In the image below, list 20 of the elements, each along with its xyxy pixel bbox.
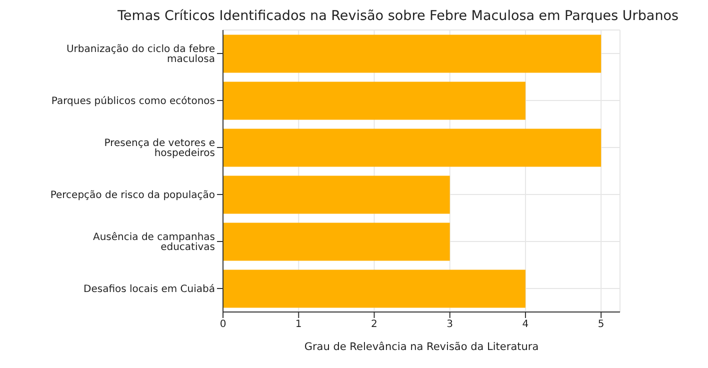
- x-tick-label: 1: [295, 319, 302, 330]
- bar: [223, 176, 450, 214]
- y-tick-label: Desafios locais em Cuiabá: [84, 284, 215, 296]
- x-tick-label: 0: [220, 319, 226, 330]
- y-tick-label: Ausência de campanhas educativas: [93, 232, 215, 254]
- bar: [223, 34, 602, 73]
- y-tick-label: Percepção de risco da população: [50, 190, 215, 202]
- bar: [223, 222, 450, 261]
- x-tick-label: 3: [446, 319, 454, 330]
- bar: [223, 128, 602, 167]
- x-tick-label: 2: [371, 319, 378, 330]
- chart-title: Temas Críticos Identificados na Revisão sobre Febre Maculosa em Parques Urbanos: [116, 8, 680, 24]
- y-tick-label: Urbanização do ciclo da febre maculosa: [66, 44, 215, 66]
- x-tick-label: 5: [598, 319, 604, 330]
- y-tick-label: Presença de vetores e hospedeiros: [104, 138, 215, 160]
- y-tick-label: Parques públicos como ecótonos: [51, 96, 215, 108]
- x-tick-label: 4: [522, 319, 529, 330]
- bar: [223, 82, 526, 120]
- bar: [223, 270, 526, 308]
- x-axis-title: Grau de Relevância na Revisão da Literatura: [303, 341, 540, 353]
